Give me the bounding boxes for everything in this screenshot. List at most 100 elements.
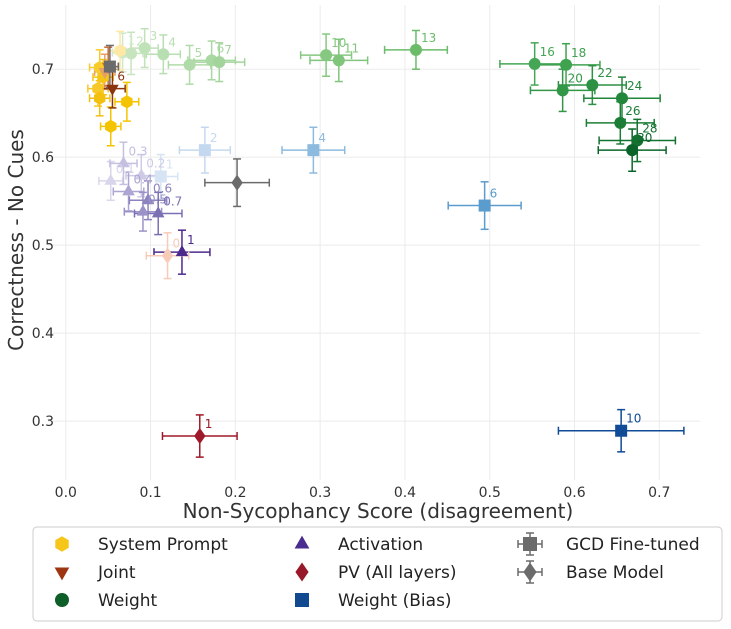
grid-lines: [48, 5, 700, 480]
legend-label: GCD Fine-tuned: [566, 535, 700, 555]
legend-marker-weight: [55, 593, 69, 607]
point-pv-all-layers-0: [161, 247, 174, 264]
legend-label: System Prompt: [98, 535, 228, 555]
point-activation-0-5: [136, 204, 150, 216]
point-system-prompt-4: [121, 95, 133, 109]
point-label-activation-0-4: 0.4: [134, 172, 153, 186]
y-tick-label: 0.5: [32, 238, 54, 254]
y-tick-label: 0.4: [32, 326, 54, 342]
x-axis-tick-labels: 0.0 0.1 0.2 0.3 0.4 0.5 0.6 0.7: [55, 485, 671, 501]
legend-label: Weight: [98, 591, 158, 611]
point-label-weight-28: 28: [642, 121, 657, 135]
point-weight-24: [615, 92, 628, 105]
point-label-weight-bias-10: 10: [626, 412, 641, 426]
point-weight-bias-6: [478, 199, 491, 212]
legend-label: Joint: [97, 563, 136, 583]
point-label-weight-20: 20: [568, 71, 583, 85]
point-weight-4: [157, 48, 170, 61]
point-label-weight-bias-6: 6: [490, 187, 498, 201]
y-tick-label: 0.7: [32, 62, 54, 78]
x-axis-label: Non-Sycophancy Score (disagreement): [183, 499, 574, 523]
x-tick-label: 0.7: [648, 485, 670, 501]
point-label-activation-0-7: 0.7: [163, 194, 182, 208]
point-label-pv-all-layers-1: 1: [205, 417, 213, 431]
legend-marker-system-prompt: [55, 536, 69, 552]
x-tick-label: 0.5: [479, 485, 501, 501]
point-label-weight-1: 1: [128, 34, 136, 48]
legend-label: Weight (Bias): [338, 591, 452, 611]
point-weight-20: [556, 84, 569, 97]
y-tick-label: 0.6: [32, 150, 54, 166]
point-weight-16: [528, 57, 541, 70]
point-label-weight-bias-2: 2: [210, 131, 218, 145]
point-weight-11: [332, 54, 345, 67]
point-weight-2: [125, 47, 138, 60]
legend-item-activation: Activation: [294, 535, 423, 555]
point-weight-bias-2: [198, 144, 211, 157]
point-label-weight-13: 13: [421, 31, 436, 45]
point-label-activation-0-6: 0.6: [153, 181, 172, 195]
point-label-pv-all-layers-0: 0: [173, 237, 181, 251]
point-label-weight-3: 3: [150, 29, 158, 43]
point-label-weight-4: 4: [168, 35, 176, 49]
point-weight-13: [409, 43, 422, 56]
legend-marker-pv-all-layers: [295, 562, 309, 582]
x-tick-label: 0.2: [224, 485, 246, 501]
legend-item-weight-bias: Weight (Bias): [295, 591, 452, 611]
point-system-prompt-2: [92, 82, 104, 96]
legend-item-pv-all-layers: PV (All layers): [295, 562, 457, 583]
point-label-weight-24: 24: [627, 79, 642, 93]
legend-item-joint: Joint: [54, 563, 136, 583]
point-label-weight-11: 11: [344, 41, 359, 55]
point-label-weight-16: 16: [540, 45, 555, 59]
legend-label: Base Model: [566, 563, 664, 583]
point-label-weight-18: 18: [571, 46, 586, 60]
data-points: [92, 42, 644, 445]
legend-item-weight: Weight: [55, 591, 158, 611]
legend-marker-activation: [294, 535, 310, 549]
legend-label: PV (All layers): [338, 563, 457, 583]
point-activation-0-6: [141, 193, 155, 205]
legend-marker-gcd-fine-tuned: [523, 537, 537, 551]
point-weight-18: [560, 58, 573, 71]
point-label-weight-bias-4: 4: [318, 131, 326, 145]
x-tick-label: 0.0: [55, 485, 77, 501]
point-activation-1: [175, 245, 189, 257]
point-weight-7: [213, 56, 226, 69]
point-weight-26: [614, 116, 627, 129]
legend-item-base-model: Base Model: [517, 560, 664, 584]
x-tick-label: 0.1: [139, 485, 161, 501]
point-label-weight-7: 7: [224, 43, 232, 57]
point-weight-10: [320, 49, 333, 62]
point-label-weight-bias-1: 1: [166, 158, 174, 172]
legend-marker-weight-bias: [295, 593, 309, 607]
point-system-prompt-3: [94, 91, 106, 105]
point-gcd-fine-tuned-0: [103, 60, 116, 73]
x-tick-label: 0.3: [309, 485, 331, 501]
point-weight-bias-1: [154, 170, 167, 183]
point-weight-bias-10: [615, 424, 628, 437]
legend-item-system-prompt: System Prompt: [55, 535, 228, 555]
point-weight-28: [631, 134, 644, 147]
point-label-activation-1: 1: [187, 233, 195, 247]
point-activation-0-1: [104, 173, 117, 185]
legend: System Prompt Joint Weight Activation PV (Al…: [32, 526, 723, 622]
point-system-prompt-5: [105, 119, 117, 133]
point-weight-30: [626, 144, 639, 157]
point-joint-6: [106, 84, 119, 96]
x-tick-label: 0.4: [394, 485, 416, 501]
legend-marker-base-model: [523, 562, 537, 582]
point-label-weight-10: 10: [331, 36, 346, 50]
legend-box: [32, 526, 723, 622]
point-base-model-0: [231, 174, 243, 191]
point-activation-0-3: [117, 156, 130, 168]
point-system-prompt-6: [114, 44, 126, 58]
point-activation-0-7: [151, 206, 165, 218]
point-weight-22: [586, 79, 599, 92]
y-tick-label: 0.3: [32, 414, 54, 430]
point-activation-0-4: [122, 184, 135, 196]
legend-marker-joint: [54, 567, 70, 581]
point-label-activation-0-3: 0.3: [128, 144, 147, 158]
